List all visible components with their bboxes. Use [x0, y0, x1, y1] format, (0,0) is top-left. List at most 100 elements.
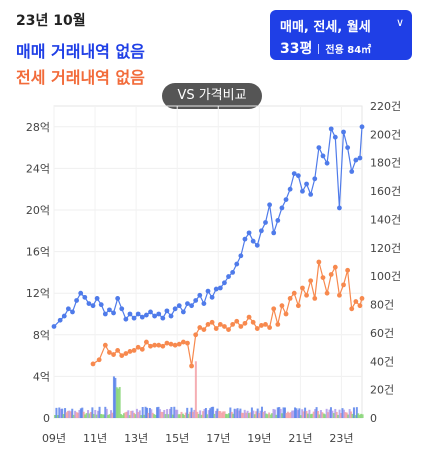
volume-bar	[69, 411, 72, 418]
jeonse-price-point	[324, 290, 330, 296]
volume-bar	[183, 415, 186, 418]
volume-bar	[171, 414, 174, 418]
volume-bar	[112, 376, 115, 418]
jeonse-price-point	[304, 292, 309, 298]
jeonse-price-point	[201, 327, 207, 332]
sale-price-point	[172, 306, 178, 312]
volume-bar	[338, 409, 341, 418]
volume-bar	[170, 406, 173, 418]
sale-price-point	[61, 313, 67, 319]
volume-bar	[122, 413, 125, 418]
jeonse-price-point	[131, 348, 137, 353]
volume-bar	[140, 415, 143, 418]
sale-price-point	[332, 134, 338, 140]
vs-price-compare-button[interactable]: VS 가격비교	[162, 83, 262, 109]
sale-price-point	[258, 228, 264, 234]
jeonse-price-point	[111, 352, 116, 357]
jeonse-price-point	[279, 303, 285, 309]
volume-bar	[168, 408, 171, 418]
volume-bar	[331, 410, 334, 418]
volume-bar	[325, 408, 328, 418]
deal-type-label: 매매, 전세, 월세	[280, 20, 371, 35]
sale-price-point	[328, 126, 334, 132]
volume-bar	[286, 411, 289, 418]
volume-bar	[306, 413, 309, 418]
volume-bar	[164, 414, 167, 418]
sale-price-point	[123, 316, 129, 322]
volume-bar	[180, 411, 183, 418]
jeonse-price-point	[312, 296, 318, 301]
y-left-tick-label: 4억	[33, 370, 50, 383]
volume-bar	[329, 407, 332, 418]
volume-bar	[145, 407, 148, 418]
volume-bar	[190, 407, 193, 418]
jeonse-price-point	[341, 282, 346, 288]
plot-frame	[53, 105, 363, 419]
jeonse-price-point	[205, 322, 211, 327]
jeonse-price-point	[328, 272, 334, 277]
jeonse-price-point	[176, 341, 182, 347]
volume-bar	[186, 407, 189, 418]
volume-bar	[99, 414, 102, 418]
sale-price-point	[139, 314, 145, 320]
volume-bar	[102, 414, 105, 418]
volume-bar	[147, 412, 150, 418]
y-right-tick-label: 80건	[370, 299, 394, 312]
volume-bar	[357, 413, 360, 418]
volume-bar	[117, 388, 120, 418]
volume-bar	[249, 412, 252, 418]
sale-price-point	[263, 220, 268, 225]
volume-bar	[222, 411, 225, 418]
volume-bar	[71, 408, 74, 418]
volume-bar	[281, 413, 284, 418]
volume-bar	[237, 410, 240, 418]
volume-bar	[135, 408, 138, 418]
jeonse-price-point	[295, 303, 301, 309]
jeonse-price-point	[258, 323, 264, 328]
volume-bar	[279, 408, 282, 418]
sale-price-point	[324, 160, 330, 166]
sale-price-point	[308, 192, 314, 197]
jeonse-price-point	[357, 303, 363, 309]
sale-price-point	[291, 171, 297, 177]
sale-price-point	[78, 290, 84, 296]
volume-bar	[143, 414, 146, 418]
jeonse-price-point	[238, 324, 244, 329]
volume-bar	[199, 410, 202, 418]
volume-bar	[101, 414, 104, 418]
jeonse-price-point	[164, 340, 170, 346]
volume-bar	[311, 413, 314, 418]
jeonse-price-point	[254, 326, 260, 331]
y-right-tick-label: 0	[370, 412, 377, 425]
jeonse-price-point	[197, 325, 203, 330]
sale-status-text: 매매 거래내역 없음	[16, 42, 145, 61]
volume-bar	[204, 408, 207, 418]
volume-bar	[312, 411, 315, 418]
y-left-tick-label: 12억	[26, 287, 50, 300]
sale-price-point	[254, 242, 260, 248]
sale-price-point	[246, 230, 252, 236]
sale-price-point	[205, 288, 211, 294]
deal-type-filter-button[interactable]: 매매, 전세, 월세 ∨ 33평 전용 84㎡	[270, 10, 412, 60]
y-right-tick-label: 200건	[370, 128, 401, 141]
jeonse-price-point	[209, 319, 215, 325]
volume-bar	[292, 410, 295, 418]
volume-bar	[75, 412, 78, 418]
volume-bar	[98, 406, 101, 418]
y-right-tick-label: 140건	[370, 213, 401, 226]
volume-bar	[294, 407, 297, 418]
volume-bar	[220, 412, 223, 418]
jeonse-price-point	[222, 324, 227, 329]
volume-bar	[262, 411, 265, 418]
volume-bar	[176, 409, 179, 418]
sale-price-point	[74, 298, 79, 303]
volume-bar	[275, 414, 278, 418]
jeonse-price-point	[359, 296, 365, 301]
sale-price-point	[152, 313, 158, 319]
sale-price-point	[320, 153, 326, 159]
volume-bar	[207, 410, 210, 418]
volume-bar	[181, 413, 184, 418]
y-right-tick-label: 160건	[370, 185, 401, 198]
volume-bar	[104, 406, 107, 418]
volume-bar	[236, 408, 239, 418]
